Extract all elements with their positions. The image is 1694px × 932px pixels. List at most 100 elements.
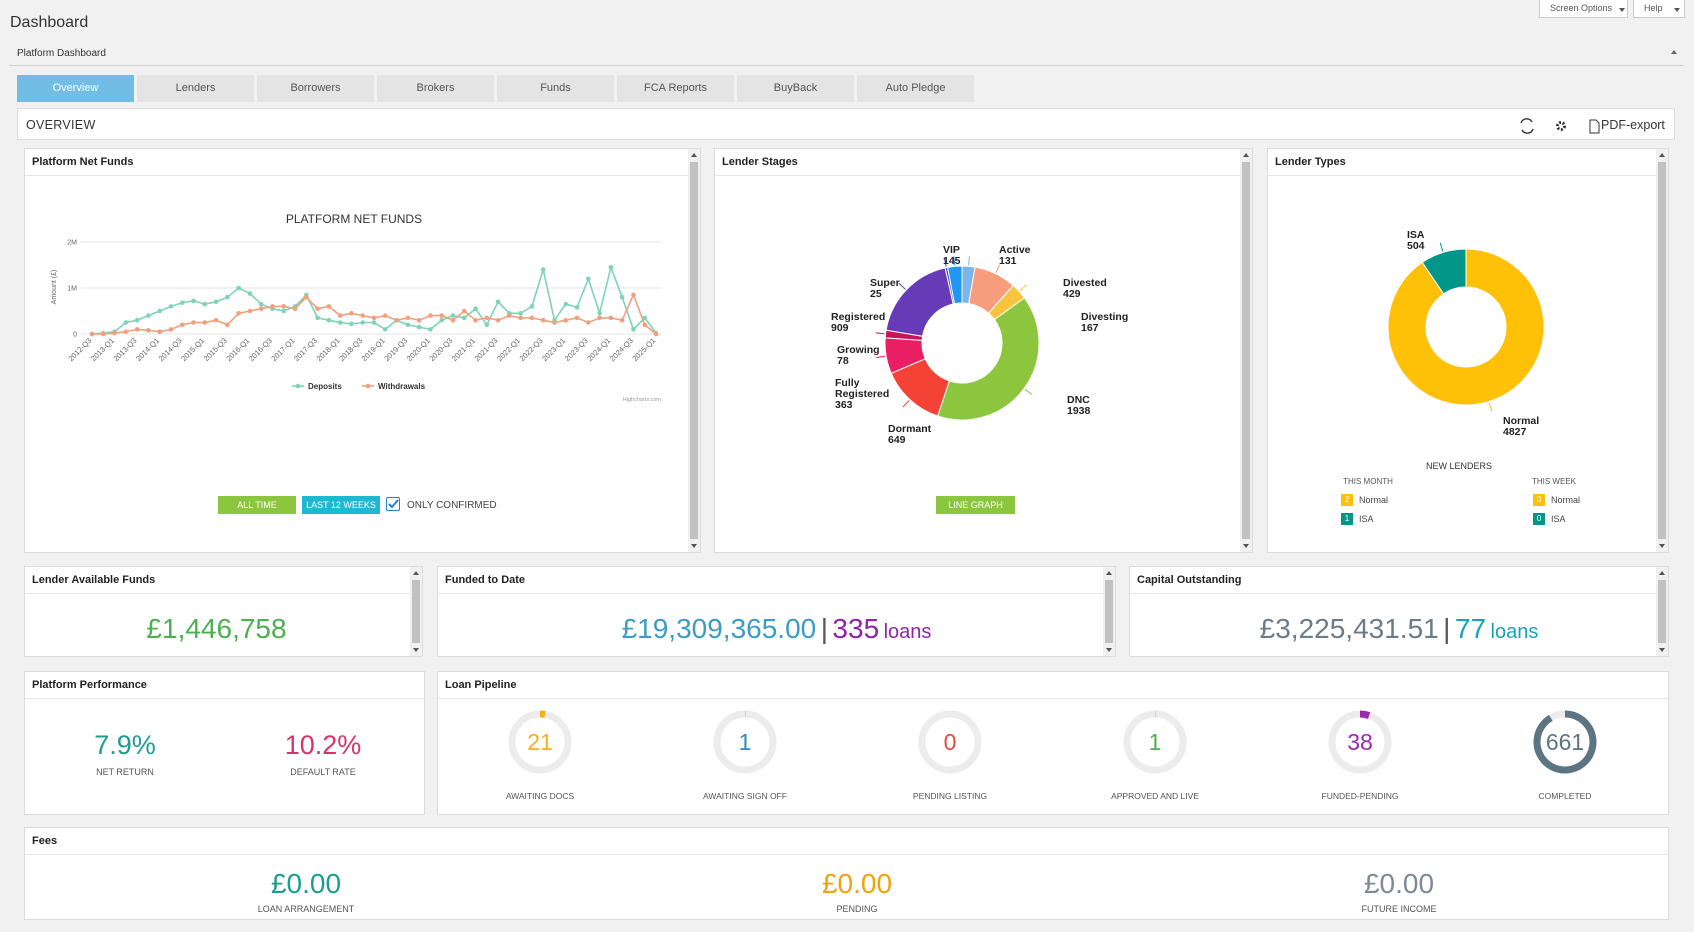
- period-label: THIS WEEK: [1531, 477, 1576, 486]
- label-value: 78: [837, 355, 849, 367]
- scroll-up[interactable]: [413, 571, 419, 575]
- panel-title: Capital Outstanding: [1130, 567, 1668, 594]
- kpi-value: £1,446,758: [146, 613, 287, 644]
- panel: Platform Net Funds: [24, 148, 701, 553]
- metric: 7.9% NET RETURN: [65, 730, 185, 777]
- count-badge: 0: [1533, 494, 1545, 506]
- count-badge: 1: [1341, 513, 1353, 525]
- panel: Lender Stages: [714, 148, 1253, 553]
- label-value: 909: [831, 322, 849, 334]
- overview-bar: OVERVIEW PDF-export: [17, 108, 1675, 140]
- data-label: ISA 504: [1407, 230, 1425, 252]
- label-value: 25: [870, 288, 882, 300]
- scroll-up[interactable]: [691, 153, 697, 157]
- scroll-up[interactable]: [1659, 571, 1665, 575]
- collapse-arrow[interactable]: [1671, 50, 1677, 54]
- new-lenders-title: NEW LENDERS: [1425, 461, 1492, 471]
- label-name: Dormant: [888, 423, 932, 435]
- panel: Capital Outstanding £3,225,431.51 | 77 l…: [1129, 566, 1669, 657]
- badge-name: Normal: [1359, 495, 1389, 505]
- tab[interactable]: Borrowers: [257, 75, 374, 102]
- scrollbar-thumb: [1658, 162, 1666, 539]
- panel-title: Platform Net Funds: [25, 149, 700, 176]
- metric-label: NET RETURN: [96, 767, 154, 777]
- caret: [1674, 8, 1680, 12]
- divider: [9, 65, 1683, 66]
- scroll-down[interactable]: [1106, 648, 1112, 652]
- kpi-row: £19,309,365.00 | 335 loans: [438, 613, 1115, 645]
- panel: Funded to Date £19,309,365.00 | 335 loan…: [437, 566, 1116, 657]
- kpi-unit: loans: [1490, 621, 1539, 643]
- metric-value: 10.2%: [284, 730, 362, 760]
- fee-value: £0.00: [270, 868, 342, 899]
- scroll-down[interactable]: [691, 544, 697, 548]
- data-label: Dormant 649: [888, 424, 931, 446]
- data-label: Normal 4827: [1503, 416, 1539, 438]
- data-label: Growing 78: [837, 345, 880, 367]
- data-label: Super 25: [870, 278, 900, 300]
- kpi-unit: loans: [883, 621, 932, 643]
- subtitle: Platform Dashboard: [17, 48, 106, 59]
- label-name: Super: [870, 277, 900, 289]
- tab[interactable]: FCA Reports: [617, 75, 734, 102]
- label-value: 145: [943, 255, 961, 267]
- all-time-button[interactable]: ALL TIME: [218, 496, 296, 514]
- scroll-up[interactable]: [1659, 153, 1665, 157]
- label-name: Divested: [1063, 277, 1107, 289]
- fee-label: PENDING: [836, 904, 878, 914]
- line-graph-button[interactable]: LINE GRAPH: [936, 496, 1015, 514]
- badge-name: ISA: [1359, 514, 1374, 524]
- checkbox[interactable]: [386, 497, 400, 511]
- scroll-up[interactable]: [1243, 153, 1249, 157]
- scroll-down[interactable]: [1243, 544, 1249, 548]
- data-label: Divested 429: [1063, 278, 1107, 300]
- scroll-up[interactable]: [1106, 571, 1112, 575]
- panel-title: Platform Performance: [25, 672, 424, 699]
- panel: Fees £0.00 LOAN ARRANGEMENT £0.00 PENDING £0…: [24, 827, 1669, 920]
- kpi-amount: £19,309,365.00: [621, 613, 817, 644]
- scrollbar-thumb: [412, 580, 420, 643]
- screen-options-text: Screen Options: [1550, 3, 1613, 13]
- checkbox-label: ONLY CONFIRMED: [407, 500, 497, 511]
- tab[interactable]: Brokers: [377, 75, 494, 102]
- data-label: Registered 909: [831, 312, 885, 334]
- scroll-down[interactable]: [1659, 648, 1665, 652]
- panel: Platform Performance 7.9% NET RETURN 10.…: [24, 671, 425, 815]
- separator: |: [820, 613, 828, 644]
- tab[interactable]: BuyBack: [737, 75, 854, 102]
- label-name: Registered: [831, 311, 886, 323]
- scroll-down[interactable]: [413, 648, 419, 652]
- pdf-export[interactable]: PDF-export: [1601, 118, 1665, 132]
- caret: [1619, 8, 1625, 12]
- tab[interactable]: Overview: [17, 75, 134, 102]
- data-label: Active 131: [999, 245, 1031, 267]
- tab[interactable]: Auto Pledge: [857, 75, 974, 102]
- overview-title: OVERVIEW: [26, 118, 96, 132]
- screen-options-button[interactable]: Screen Options: [1539, 0, 1628, 18]
- panel-title: Lender Types: [1268, 149, 1668, 176]
- tab[interactable]: Lenders: [137, 75, 254, 102]
- last-12-weeks-button[interactable]: LAST 12 WEEKS: [302, 496, 380, 514]
- data-label: Divesting 167: [1081, 312, 1128, 334]
- scrollbar-thumb: [690, 162, 698, 539]
- label-name: DNC: [1067, 394, 1090, 406]
- badge-name: Normal: [1551, 495, 1581, 505]
- help-button[interactable]: Help: [1633, 0, 1685, 18]
- label-value: 131: [999, 255, 1017, 267]
- label-name: Growing: [837, 344, 880, 356]
- kpi-row: £3,225,431.51 | 77 loans: [1130, 613, 1668, 645]
- separator: |: [1443, 613, 1451, 644]
- kpi-amount: £3,225,431.51: [1259, 613, 1439, 644]
- label-name: Divesting: [1081, 311, 1129, 323]
- kpi-count: 335: [832, 613, 880, 644]
- panel: Lender Types: [1267, 148, 1669, 553]
- scroll-down[interactable]: [1659, 544, 1665, 548]
- kpi-count: 77: [1454, 613, 1487, 644]
- count-badge: 2: [1341, 494, 1353, 506]
- help-text: Help: [1644, 3, 1663, 13]
- panel: Loan Pipeline: [437, 671, 1669, 815]
- tab[interactable]: Funds: [497, 75, 614, 102]
- label-name: Normal: [1503, 415, 1540, 427]
- page-title: Dashboard: [10, 14, 89, 31]
- label-name: Active: [999, 244, 1031, 256]
